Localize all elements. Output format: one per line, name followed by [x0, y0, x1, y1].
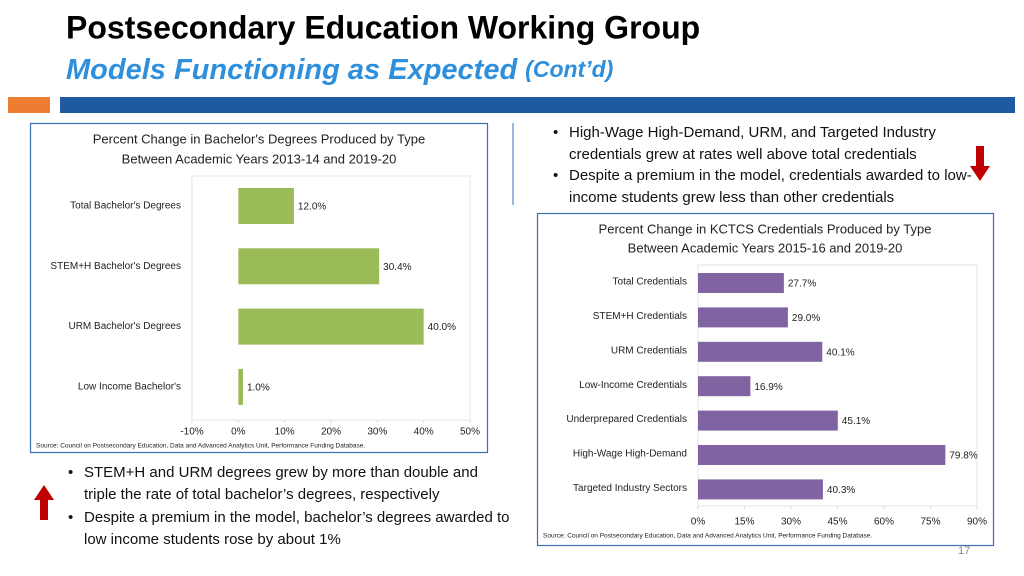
chart-title: Percent Change in Bachelor's Degrees Pro…: [93, 131, 426, 146]
slide-title: Postsecondary Education Working Group: [66, 9, 700, 45]
subtitle-note: (Cont’d): [525, 56, 613, 82]
value-label: 79.8%: [949, 451, 977, 462]
x-tick-label: 30%: [367, 427, 387, 438]
accent-square: [8, 97, 50, 113]
x-tick-label: 40%: [414, 427, 434, 438]
bar: [698, 479, 823, 500]
chart-subtitle: Between Academic Years 2015-16 and 2019-…: [628, 240, 903, 255]
bar: [238, 188, 294, 224]
value-label: 27.7%: [788, 279, 816, 290]
category-label: Total Bachelor's Degrees: [70, 201, 181, 212]
x-tick-label: 45%: [827, 517, 847, 528]
category-label: STEM+H Credentials: [593, 311, 687, 322]
bar: [698, 307, 788, 328]
value-label: 40.3%: [827, 485, 855, 496]
up-arrow: [34, 485, 54, 520]
x-tick-label: 0%: [231, 427, 246, 438]
chart-source: Source: Council on Postsecondary Educati…: [36, 443, 365, 450]
chart-frame: [29, 122, 489, 454]
value-label: 40.0%: [428, 322, 456, 333]
x-tick-label: 0%: [691, 517, 706, 528]
value-label: 1.0%: [247, 383, 270, 394]
bar: [238, 368, 243, 405]
x-tick-label: 90%: [967, 517, 987, 528]
x-tick-label: 10%: [275, 427, 295, 438]
category-label: Low-Income Credentials: [579, 380, 687, 391]
x-tick-label: 15%: [734, 517, 754, 528]
bar: [238, 248, 380, 285]
category-label: Underprepared Credentials: [566, 414, 687, 425]
category-label: Total Credentials: [613, 277, 687, 288]
value-label: 45.1%: [842, 416, 870, 427]
category-label: URM Credentials: [611, 345, 687, 356]
x-tick-label: 20%: [321, 427, 341, 438]
chart-frame: [536, 212, 995, 547]
bar: [238, 308, 424, 345]
x-tick-label: -10%: [180, 427, 203, 438]
category-label: Low Income Bachelor's: [78, 382, 181, 393]
subtitle-main: Models Functioning as Expected: [66, 54, 518, 86]
bullet: Despite a premium in the model, credenti…: [553, 165, 989, 208]
category-label: STEM+H Bachelor's Degrees: [50, 261, 181, 272]
slide-subtitle: Models Functioning as Expected (Cont’d): [66, 54, 613, 86]
bar: [698, 376, 751, 397]
category-label: URM Bachelor's Degrees: [68, 321, 181, 332]
chart-title: Percent Change in KCTCS Credentials Prod…: [599, 221, 932, 236]
accent-bar: [60, 97, 1015, 113]
bar: [698, 445, 946, 465]
bar: [698, 273, 784, 293]
value-label: 29.0%: [792, 313, 820, 324]
x-tick-label: 50%: [460, 427, 480, 438]
category-label: Targeted Industry Sectors: [573, 483, 687, 494]
value-label: 40.1%: [826, 347, 854, 358]
x-tick-label: 30%: [781, 517, 801, 528]
value-label: 16.9%: [754, 382, 782, 393]
category-label: High-Wage High-Demand: [573, 449, 687, 460]
bullet: Despite a premium in the model, bachelor…: [68, 507, 514, 550]
bullet: STEM+H and URM degrees grew by more than…: [68, 462, 514, 505]
chart-source: Source: Council on Postsecondary Educati…: [543, 533, 872, 540]
x-tick-label: 75%: [920, 517, 940, 528]
bar: [698, 410, 838, 431]
bar: [698, 341, 823, 362]
x-tick-label: 60%: [874, 517, 894, 528]
chart-subtitle: Between Academic Years 2013-14 and 2019-…: [122, 151, 397, 166]
plot-area: [191, 175, 471, 421]
value-label: 30.4%: [383, 262, 411, 273]
value-label: 12.0%: [298, 202, 326, 213]
page-number: 17: [958, 545, 970, 557]
bullet: High-Wage High-Demand, URM, and Targeted…: [553, 122, 989, 165]
